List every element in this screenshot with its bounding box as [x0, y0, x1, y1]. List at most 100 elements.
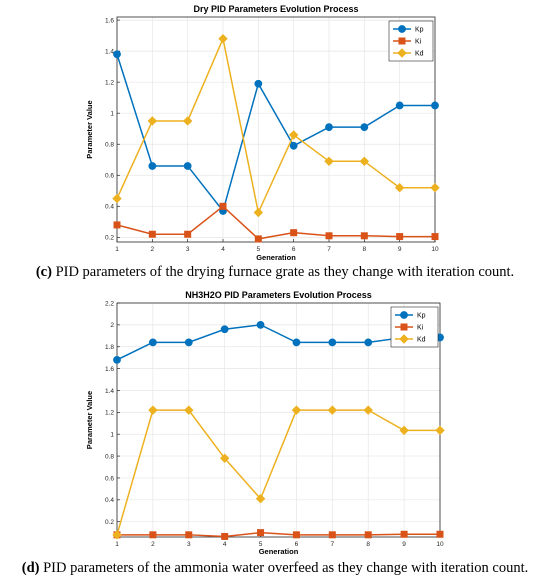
y-tick-label: 1.8: [105, 344, 114, 351]
axes-box: [116, 16, 436, 243]
series-ki-point: [325, 232, 333, 240]
series-ki-point: [431, 233, 439, 241]
series-kd-point: [363, 405, 373, 415]
series-kp-point: [360, 123, 369, 132]
y-tick-label: 1.2: [105, 79, 114, 86]
series-kd-point: [288, 130, 299, 140]
caption-c-text: PID parameters of the drying furnace gra…: [51, 264, 515, 280]
series-ki-point: [396, 233, 404, 241]
axes-box: [116, 302, 441, 538]
y-tick-label: 0.6: [105, 173, 114, 180]
x-tick-label: 5: [259, 541, 263, 548]
series-ki-point: [184, 230, 192, 238]
legend-kd-label: Kd: [415, 51, 424, 58]
y-tick-label: 2.2: [105, 300, 114, 307]
series-kp-point: [431, 101, 439, 110]
x-tick-label: 4: [221, 246, 225, 253]
series-kp-point: [289, 141, 298, 150]
series-kd-point: [399, 425, 409, 436]
y-tick-label: 0.4: [105, 204, 114, 211]
series-ki-point: [436, 530, 444, 538]
series-kp-line: [116, 54, 435, 213]
series-kp-point: [184, 338, 193, 347]
series-kp-point: [254, 79, 263, 88]
x-tick-label: 6: [295, 541, 299, 548]
x-axis-label: Generation: [256, 253, 296, 262]
series-kd-point: [435, 425, 445, 436]
x-tick-label: 8: [363, 246, 367, 253]
legend-ki-marker: [400, 323, 408, 331]
chart-title: NH3H2O PID Parameters Evolution Process: [185, 290, 372, 300]
x-tick-label: 1: [115, 246, 119, 253]
series-kd-point: [112, 530, 122, 540]
series-kp-point: [113, 50, 121, 59]
series-kp: [113, 320, 444, 364]
series-kd: [112, 34, 440, 218]
x-tick-label: 3: [187, 541, 191, 548]
series-kd-point: [255, 494, 266, 504]
series-kd-point: [327, 405, 338, 415]
series-ki: [113, 202, 439, 243]
tick-labels: 1 2 3 4 5 6 7 8 9 10 0.2 0.4 0.6 0.8 1 1.2 1.4 1.6 1.8 2 2.2: [105, 300, 444, 548]
caption-d-text: PID parameters of the ammonia water over…: [39, 560, 529, 576]
series-kp-point: [113, 355, 121, 364]
series-ki-point: [185, 531, 193, 539]
series-kd-point: [291, 405, 302, 415]
series-ki-line: [117, 531, 440, 538]
series-kd-line: [116, 36, 435, 215]
plot-area: [117, 17, 435, 242]
y-axis-label: Parameter Value: [85, 100, 94, 158]
series-kd-point: [324, 156, 334, 167]
x-tick-label: 6: [292, 246, 296, 253]
series-ki-point: [219, 202, 227, 210]
series-kp-point: [292, 338, 301, 347]
series-ki-point: [290, 229, 298, 237]
y-tick-label: 0.2: [105, 519, 114, 526]
y-tick-label: 1: [110, 111, 114, 118]
legend-ki-label: Ki: [415, 39, 422, 46]
y-tick-label: 1.4: [105, 388, 114, 395]
x-tick-label: 7: [331, 541, 335, 548]
series-ki-point: [221, 532, 229, 540]
legend: Kp Ki Kd: [390, 306, 439, 348]
y-tick-label: 0.8: [105, 453, 114, 460]
series-kp-point: [325, 123, 333, 132]
x-tick-label: 3: [186, 246, 190, 253]
series-kd-point: [359, 156, 370, 167]
y-tick-label: 0.6: [105, 475, 114, 482]
series-ki-point: [328, 531, 336, 539]
x-tick-label: 1: [115, 541, 119, 548]
x-tick-label: 8: [366, 541, 370, 548]
x-tick-label: 9: [402, 541, 406, 548]
series-ki-line: [116, 205, 435, 240]
y-tick-label: 0.8: [105, 142, 114, 149]
x-tick-label: 2: [151, 246, 155, 253]
y-tick-label: 1.2: [105, 410, 114, 417]
chart-title: Dry PID Parameters Evolution Process: [193, 4, 358, 14]
series-kp-point: [256, 320, 265, 329]
series-kp-point: [183, 162, 192, 170]
series-ki-point: [292, 531, 300, 539]
legend-kp-label: Kp: [417, 313, 426, 320]
tick-labels: 1 2 3 4 5 6 7 8 9 10 0.2 0.4 0.6 0.8 1 1.2 1.4 1.6: [105, 17, 439, 253]
series-kd-point: [219, 453, 230, 463]
series-kp-point: [328, 338, 337, 347]
legend: Kp Ki Kd: [388, 20, 434, 62]
caption-c-label: (c): [35, 264, 52, 280]
series-kd-line: [116, 409, 440, 536]
y-tick-label: 0.4: [105, 497, 114, 504]
series-ki-point: [148, 230, 156, 238]
y-tick-label: 1.4: [105, 48, 114, 55]
y-tick-label: 1.6: [105, 366, 114, 373]
x-tick-label: 10: [436, 541, 444, 548]
legend-ki-label: Ki: [417, 325, 424, 332]
x-tick-label: 2: [151, 541, 155, 548]
series-kd-point: [182, 116, 193, 126]
x-axis-label: Generation: [259, 547, 299, 556]
legend-kp-label: Kp: [415, 27, 424, 34]
chart-c: 1 2 3 4 5 6 7 8 9 10 0.2 0.4 0.6 0.8 1 1.2 1.4 1.6 Dry PID…: [85, 4, 440, 262]
series-kd-point: [218, 34, 228, 44]
series-kd-point: [184, 405, 194, 415]
series-ki-point: [257, 529, 265, 537]
series-kp-point: [395, 101, 404, 110]
